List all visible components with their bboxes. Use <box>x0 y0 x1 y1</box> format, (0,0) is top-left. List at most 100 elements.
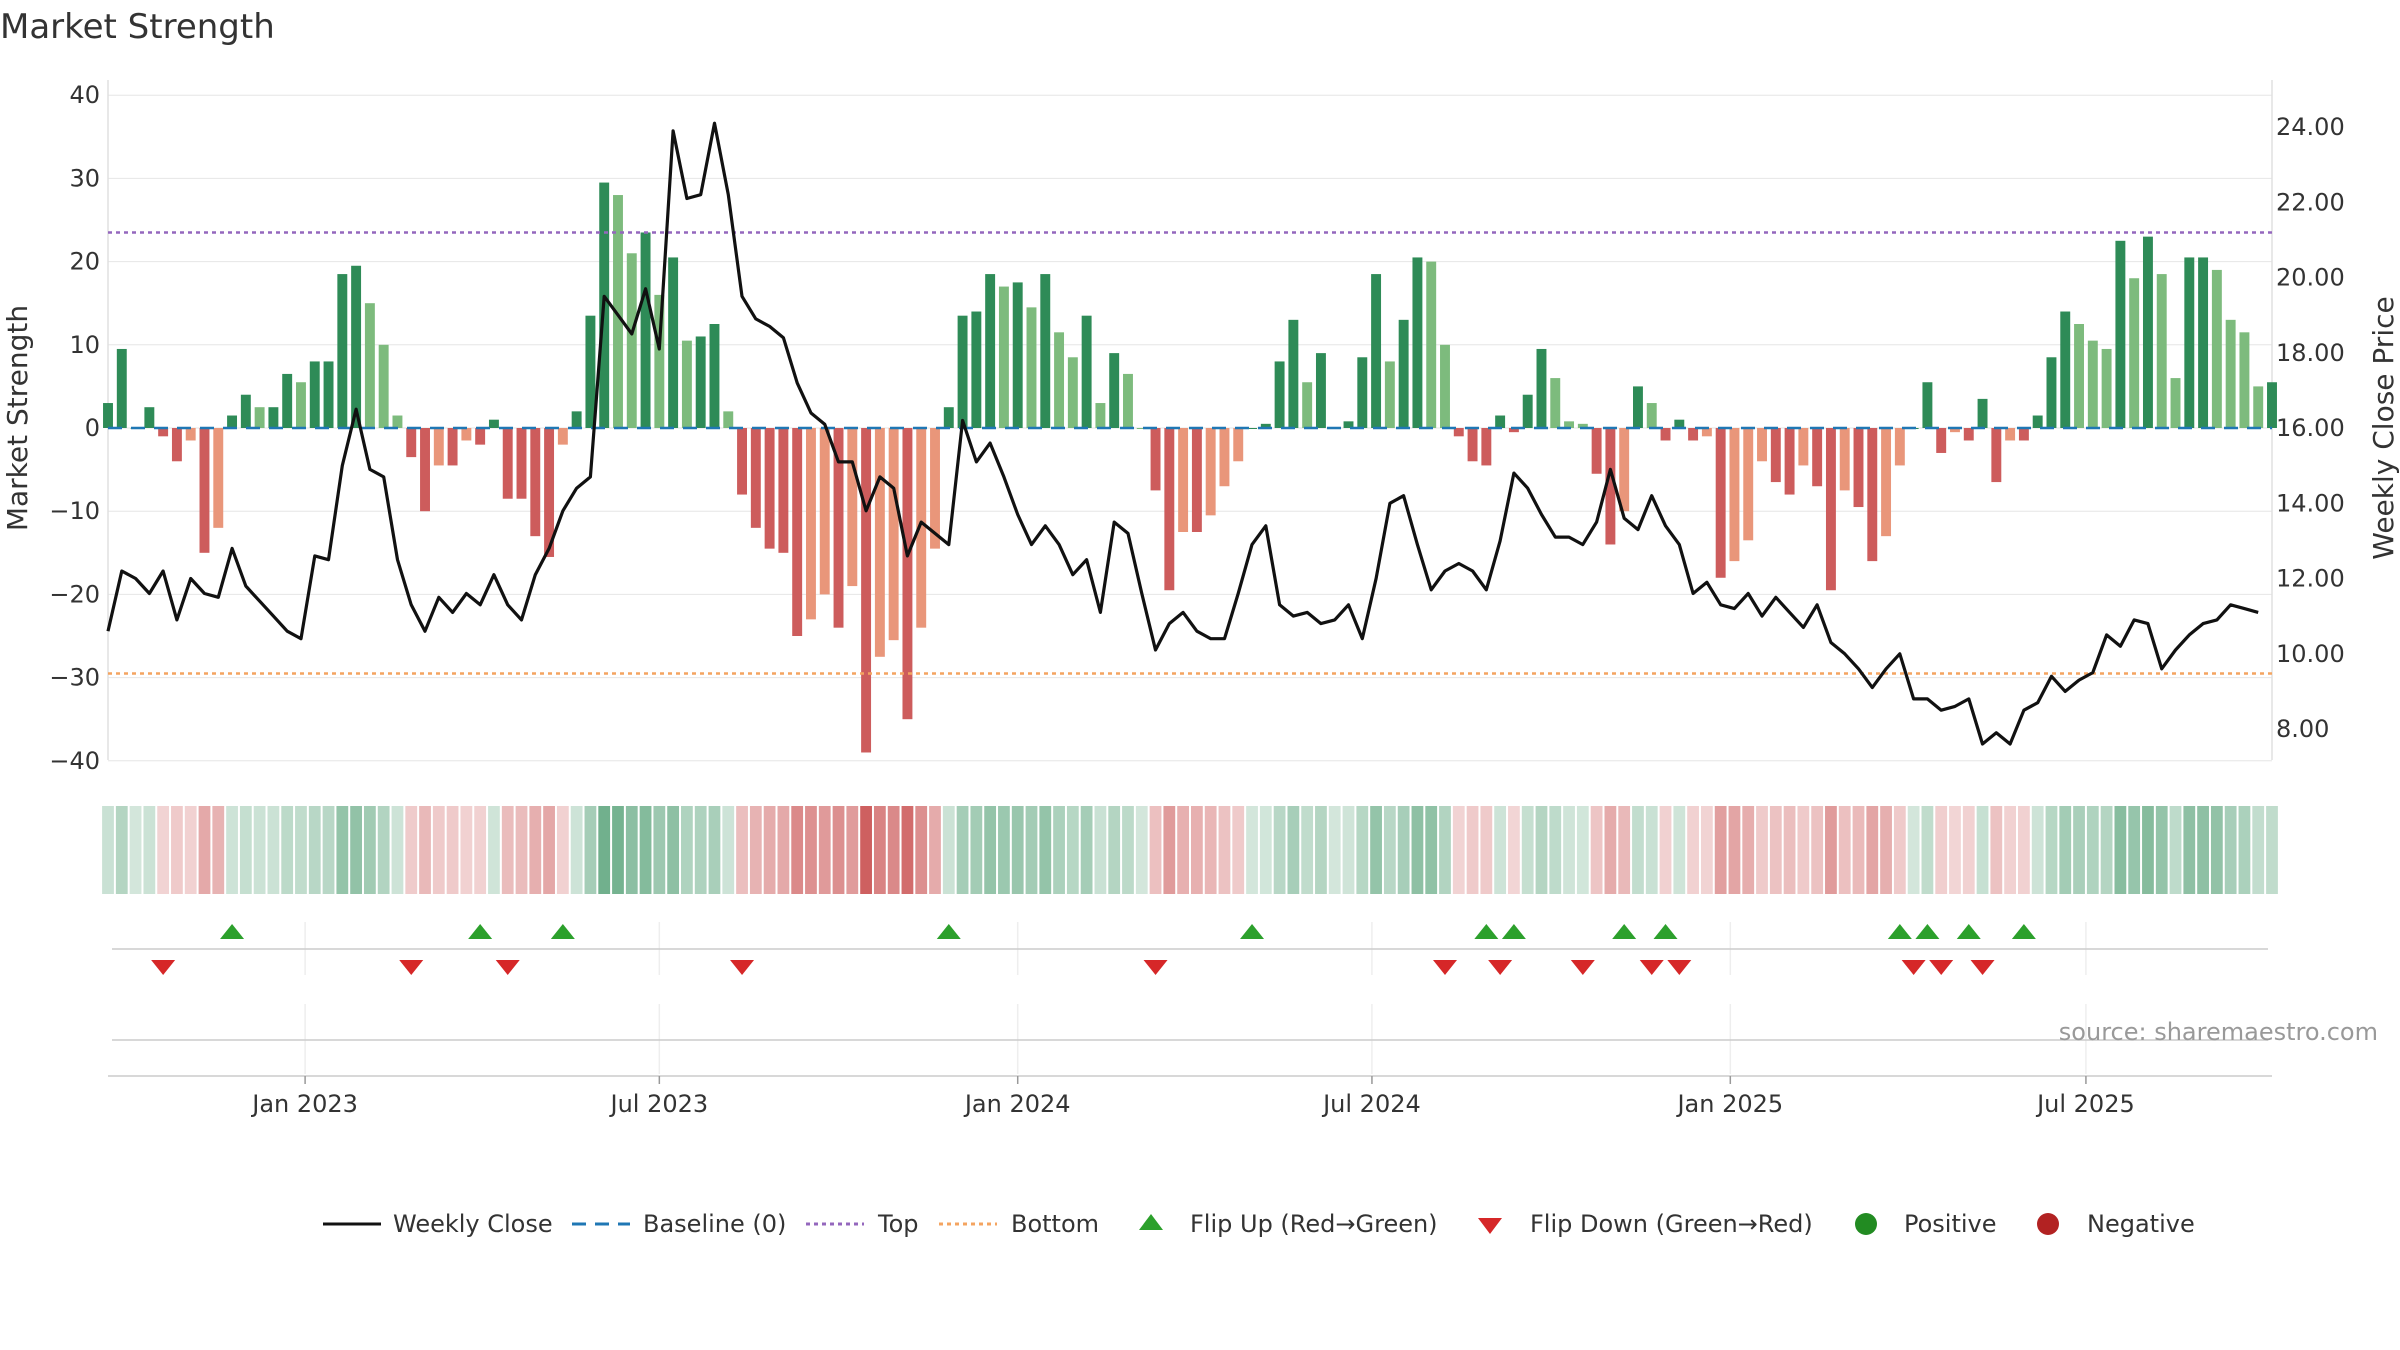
strength-bar <box>1674 419 1685 428</box>
heat-cell <box>653 806 666 894</box>
heat-cell <box>295 806 307 894</box>
flip-up-marker <box>1474 924 1499 939</box>
heat-cell <box>1411 806 1424 894</box>
x-axis: Jan 2023 Jul 2023 Jan 2024 Jul 2024 Jan 2025… <box>108 1075 2272 1118</box>
strength-bar <box>1977 398 1988 428</box>
heat-cell <box>529 806 542 894</box>
strength-bar <box>2087 340 2098 428</box>
strength-bar <box>1315 353 1326 428</box>
heat-cell <box>1328 806 1341 894</box>
strength-bar <box>571 411 582 428</box>
strength-bar <box>1729 428 1740 562</box>
strength-bar <box>296 382 306 428</box>
strength-bar <box>2225 319 2236 428</box>
heat-cell <box>1521 806 1534 894</box>
flip-up-marker <box>936 924 961 939</box>
y-tick-left: 40 <box>69 81 100 109</box>
strength-bar <box>433 428 444 466</box>
strength-bar <box>1426 261 1437 428</box>
strength-bar <box>1853 428 1864 508</box>
heat-cell <box>1466 806 1479 894</box>
x-tick-label: Jan 2024 <box>963 1090 1071 1118</box>
strength-bar <box>1577 423 1588 428</box>
strength-bar <box>874 428 885 657</box>
heat-cell <box>1811 806 1824 894</box>
heat-cell <box>1177 806 1189 894</box>
heat-cell <box>1990 806 2003 894</box>
heat-cell <box>226 806 238 894</box>
heat-cell <box>391 806 404 894</box>
strength-bar <box>2018 428 2029 441</box>
flip-up-marker <box>550 924 575 939</box>
heat-cell <box>1218 806 1231 894</box>
heat-cell <box>1756 806 1768 894</box>
flip-up-marker <box>2011 924 2036 939</box>
y-tick-left: 0 <box>85 414 100 442</box>
strength-bar <box>1081 315 1092 428</box>
heat-cell <box>1301 806 1314 894</box>
strength-bar <box>1136 428 1147 429</box>
strength-bar <box>2239 332 2250 428</box>
heat-cell <box>942 806 955 894</box>
strength-bar <box>1054 332 1065 428</box>
heat-cell <box>639 806 652 894</box>
strength-bar <box>1991 428 2002 483</box>
heat-cell <box>1259 806 1272 894</box>
heat-cell <box>1232 806 1245 894</box>
y-tick-right: 18.00 <box>2276 339 2345 367</box>
strength-bar <box>1839 428 1850 491</box>
reference-lines <box>108 231 2272 675</box>
heat-cell <box>1053 806 1065 894</box>
strength-bar <box>626 253 637 428</box>
legend-swatch-dot <box>2037 1213 2059 1235</box>
legend-label: Flip Up (Red→Green) <box>1190 1210 1438 1238</box>
heat-cell <box>405 806 418 894</box>
strength-bar <box>1412 257 1423 428</box>
heat-cell <box>860 806 872 894</box>
strength-bar <box>392 415 403 428</box>
strength-bar <box>1591 428 1602 474</box>
strength-bar <box>1260 423 1271 428</box>
strength-heat-strip <box>102 806 2278 894</box>
heat-cell <box>460 806 473 894</box>
heat-cell <box>1893 806 1906 894</box>
heat-cell <box>625 806 638 894</box>
heat-cell <box>1714 806 1727 894</box>
heat-cell <box>322 806 335 894</box>
heat-cell <box>667 806 680 894</box>
heat-cell <box>1108 806 1121 894</box>
strength-bar <box>1784 428 1795 495</box>
heat-cell <box>377 806 390 894</box>
strength-bar <box>1922 382 1933 428</box>
flip-down-marker <box>1639 960 1664 975</box>
strength-bar <box>516 428 527 499</box>
y-tick-right: 8.00 <box>2276 715 2329 743</box>
flip-down-marker <box>151 960 176 975</box>
axis-ticks: 40 30 20 10 0 −10 −20 −30 −40 24.00 22.00 20.00 18.0… <box>49 81 2344 775</box>
strength-bar <box>861 428 872 753</box>
flip-up-marker <box>1956 924 1981 939</box>
heat-cell <box>281 806 294 894</box>
heat-cell <box>2045 806 2058 894</box>
heat-cell <box>1618 806 1631 894</box>
strength-bar <box>1881 428 1892 537</box>
strength-bar <box>1508 428 1519 433</box>
strength-bar <box>723 411 734 428</box>
heat-cell <box>363 806 376 894</box>
strength-bar <box>750 428 761 528</box>
heat-cell <box>474 806 487 894</box>
strength-bar <box>1757 428 1767 462</box>
flip-down-marker <box>1143 960 1168 975</box>
heat-cell <box>873 806 886 894</box>
heat-cell <box>1149 806 1162 894</box>
strength-bar <box>199 428 210 553</box>
strength-bar <box>1384 361 1395 428</box>
strength-bar <box>2115 240 2126 428</box>
strength-bar <box>323 361 334 428</box>
strength-bar <box>1743 428 1754 541</box>
strength-bar <box>778 428 789 553</box>
heat-cell <box>1480 806 1493 894</box>
heat-cell <box>1094 806 1107 894</box>
heat-cell <box>198 806 211 894</box>
